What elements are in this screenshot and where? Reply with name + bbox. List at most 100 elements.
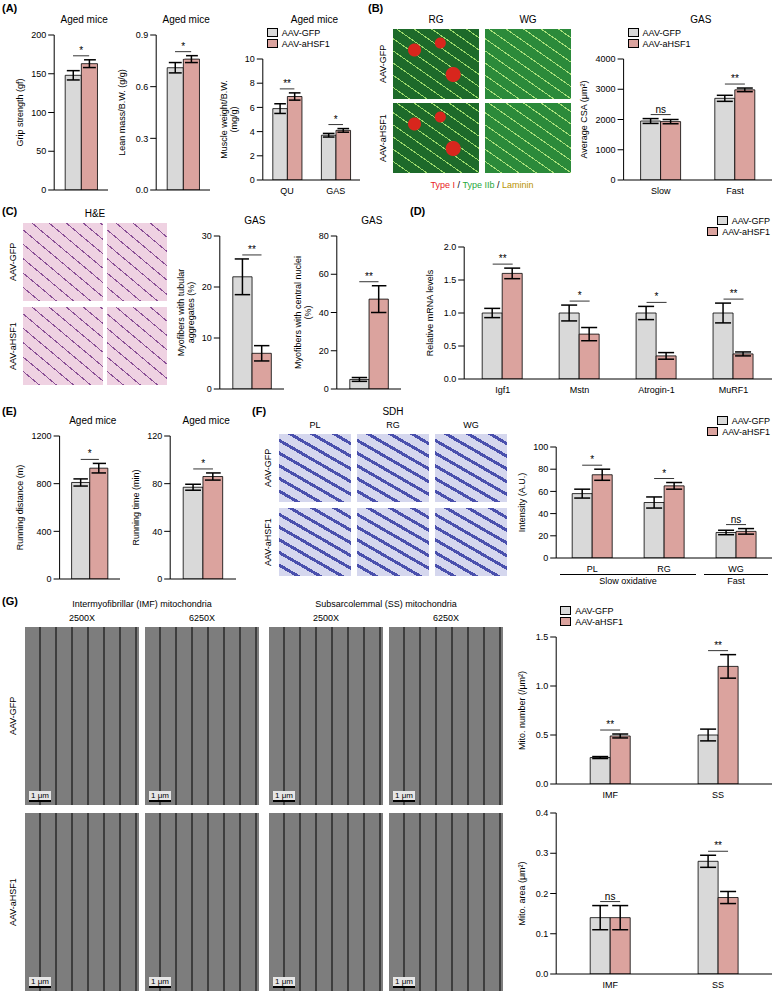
- svg-text:Average CSA (μm²): Average CSA (μm²): [579, 80, 589, 158]
- svg-text:40: 40: [319, 308, 329, 318]
- svg-text:RG: RG: [657, 564, 671, 574]
- svg-text:0.3: 0.3: [136, 134, 149, 144]
- svg-text:0.6: 0.6: [136, 82, 149, 92]
- svg-text:1.5: 1.5: [444, 275, 457, 285]
- svg-text:30: 30: [202, 231, 212, 241]
- svg-text:150: 150: [31, 69, 46, 79]
- svg-text:**: **: [248, 244, 256, 255]
- svg-text:1.0: 1.0: [536, 681, 549, 691]
- svg-text:80: 80: [152, 479, 162, 489]
- svg-text:0.0: 0.0: [536, 969, 549, 979]
- svg-text:*: *: [201, 458, 205, 469]
- svg-text:*: *: [79, 45, 83, 56]
- svg-text:ns: ns: [655, 104, 666, 115]
- svg-text:0.5: 0.5: [536, 730, 549, 740]
- svg-text:WG: WG: [728, 564, 744, 574]
- svg-text:1.5: 1.5: [536, 632, 549, 642]
- svg-text:Myofibers with central nuclei: Myofibers with central nuclei: [293, 256, 303, 369]
- svg-text:20: 20: [202, 282, 212, 292]
- svg-text:Relative mRNA levels: Relative mRNA levels: [425, 269, 435, 356]
- svg-text:Slow: Slow: [651, 186, 671, 196]
- svg-text:0: 0: [250, 175, 255, 185]
- svg-text:IMF: IMF: [602, 790, 618, 800]
- svg-text:0: 0: [324, 384, 329, 394]
- svg-text:ns: ns: [605, 891, 616, 902]
- svg-text:0.9: 0.9: [136, 30, 149, 40]
- svg-text:Fast: Fast: [726, 186, 744, 196]
- svg-text:200: 200: [31, 30, 46, 40]
- svg-text:100: 100: [31, 108, 46, 118]
- svg-text:IMF: IMF: [602, 980, 618, 990]
- svg-text:0: 0: [207, 384, 212, 394]
- svg-text:*: *: [181, 41, 185, 52]
- svg-text:1.0: 1.0: [444, 308, 457, 318]
- svg-text:6: 6: [250, 103, 255, 113]
- svg-text:60: 60: [319, 269, 329, 279]
- svg-text:40: 40: [538, 509, 548, 519]
- svg-text:10: 10: [245, 54, 255, 64]
- svg-text:Lean mass/B.W. (g/g): Lean mass/B.W. (g/g): [117, 69, 127, 156]
- svg-text:40: 40: [152, 527, 162, 537]
- svg-text:Grip strength (gf): Grip strength (gf): [15, 78, 25, 146]
- svg-text:Running time (min): Running time (min): [131, 469, 141, 545]
- svg-text:*: *: [655, 291, 659, 302]
- svg-text:0.3: 0.3: [536, 848, 549, 858]
- svg-text:**: **: [714, 840, 722, 851]
- svg-text:2000: 2000: [596, 115, 616, 125]
- svg-text:0.0: 0.0: [444, 374, 457, 384]
- svg-text:Myofibers with tubular: Myofibers with tubular: [176, 269, 186, 357]
- svg-text:**: **: [365, 271, 373, 282]
- svg-text:*: *: [662, 468, 666, 479]
- svg-text:**: **: [714, 640, 722, 651]
- svg-text:SS: SS: [712, 790, 724, 800]
- svg-text:4: 4: [250, 127, 255, 137]
- svg-text:**: **: [606, 719, 614, 730]
- svg-text:80: 80: [538, 464, 548, 474]
- svg-text:Atrogin-1: Atrogin-1: [638, 385, 675, 395]
- svg-text:Mito. area (μm²): Mito. area (μm²): [517, 861, 527, 925]
- svg-text:ns: ns: [731, 514, 742, 525]
- svg-text:*: *: [88, 448, 92, 459]
- svg-text:20: 20: [319, 346, 329, 356]
- svg-text:0.1: 0.1: [536, 929, 549, 939]
- svg-text:*: *: [334, 114, 338, 125]
- svg-text:Mstn: Mstn: [570, 385, 590, 395]
- svg-text:50: 50: [36, 146, 46, 156]
- svg-text:*: *: [578, 290, 582, 301]
- svg-text:2: 2: [250, 151, 255, 161]
- svg-text:Intensity (A.U.): Intensity (A.U.): [517, 473, 527, 533]
- svg-text:2.0: 2.0: [444, 242, 457, 252]
- svg-text:120: 120: [147, 431, 162, 441]
- svg-text:100: 100: [533, 442, 548, 452]
- svg-text:MuRF1: MuRF1: [719, 385, 749, 395]
- svg-text:(mg/g): (mg/g): [229, 106, 239, 132]
- svg-text:0: 0: [41, 185, 46, 195]
- svg-text:0: 0: [157, 574, 162, 584]
- svg-text:1000: 1000: [596, 145, 616, 155]
- svg-text:Running distance (m): Running distance (m): [15, 465, 25, 551]
- svg-text:10: 10: [202, 333, 212, 343]
- svg-text:SS: SS: [712, 980, 724, 990]
- svg-text:0: 0: [611, 175, 616, 185]
- svg-text:4000: 4000: [596, 54, 616, 64]
- svg-text:QU: QU: [280, 186, 294, 196]
- svg-text:800: 800: [37, 479, 52, 489]
- svg-text:Mito. number (/μm²): Mito. number (/μm²): [517, 671, 527, 750]
- svg-text:3000: 3000: [596, 84, 616, 94]
- svg-text:0.4: 0.4: [536, 808, 549, 818]
- svg-text:20: 20: [538, 531, 548, 541]
- svg-text:**: **: [730, 288, 738, 299]
- svg-text:400: 400: [37, 527, 52, 537]
- svg-text:0.0: 0.0: [536, 779, 549, 789]
- svg-text:*: *: [590, 454, 594, 465]
- svg-text:0: 0: [543, 553, 548, 563]
- svg-text:0.0: 0.0: [136, 185, 149, 195]
- svg-text:(%): (%): [303, 306, 313, 320]
- svg-text:0: 0: [47, 574, 52, 584]
- svg-text:PL: PL: [587, 564, 598, 574]
- svg-text:1200: 1200: [32, 431, 52, 441]
- svg-text:80: 80: [319, 231, 329, 241]
- svg-text:**: **: [283, 78, 291, 89]
- svg-text:60: 60: [538, 487, 548, 497]
- svg-text:0.2: 0.2: [536, 889, 549, 899]
